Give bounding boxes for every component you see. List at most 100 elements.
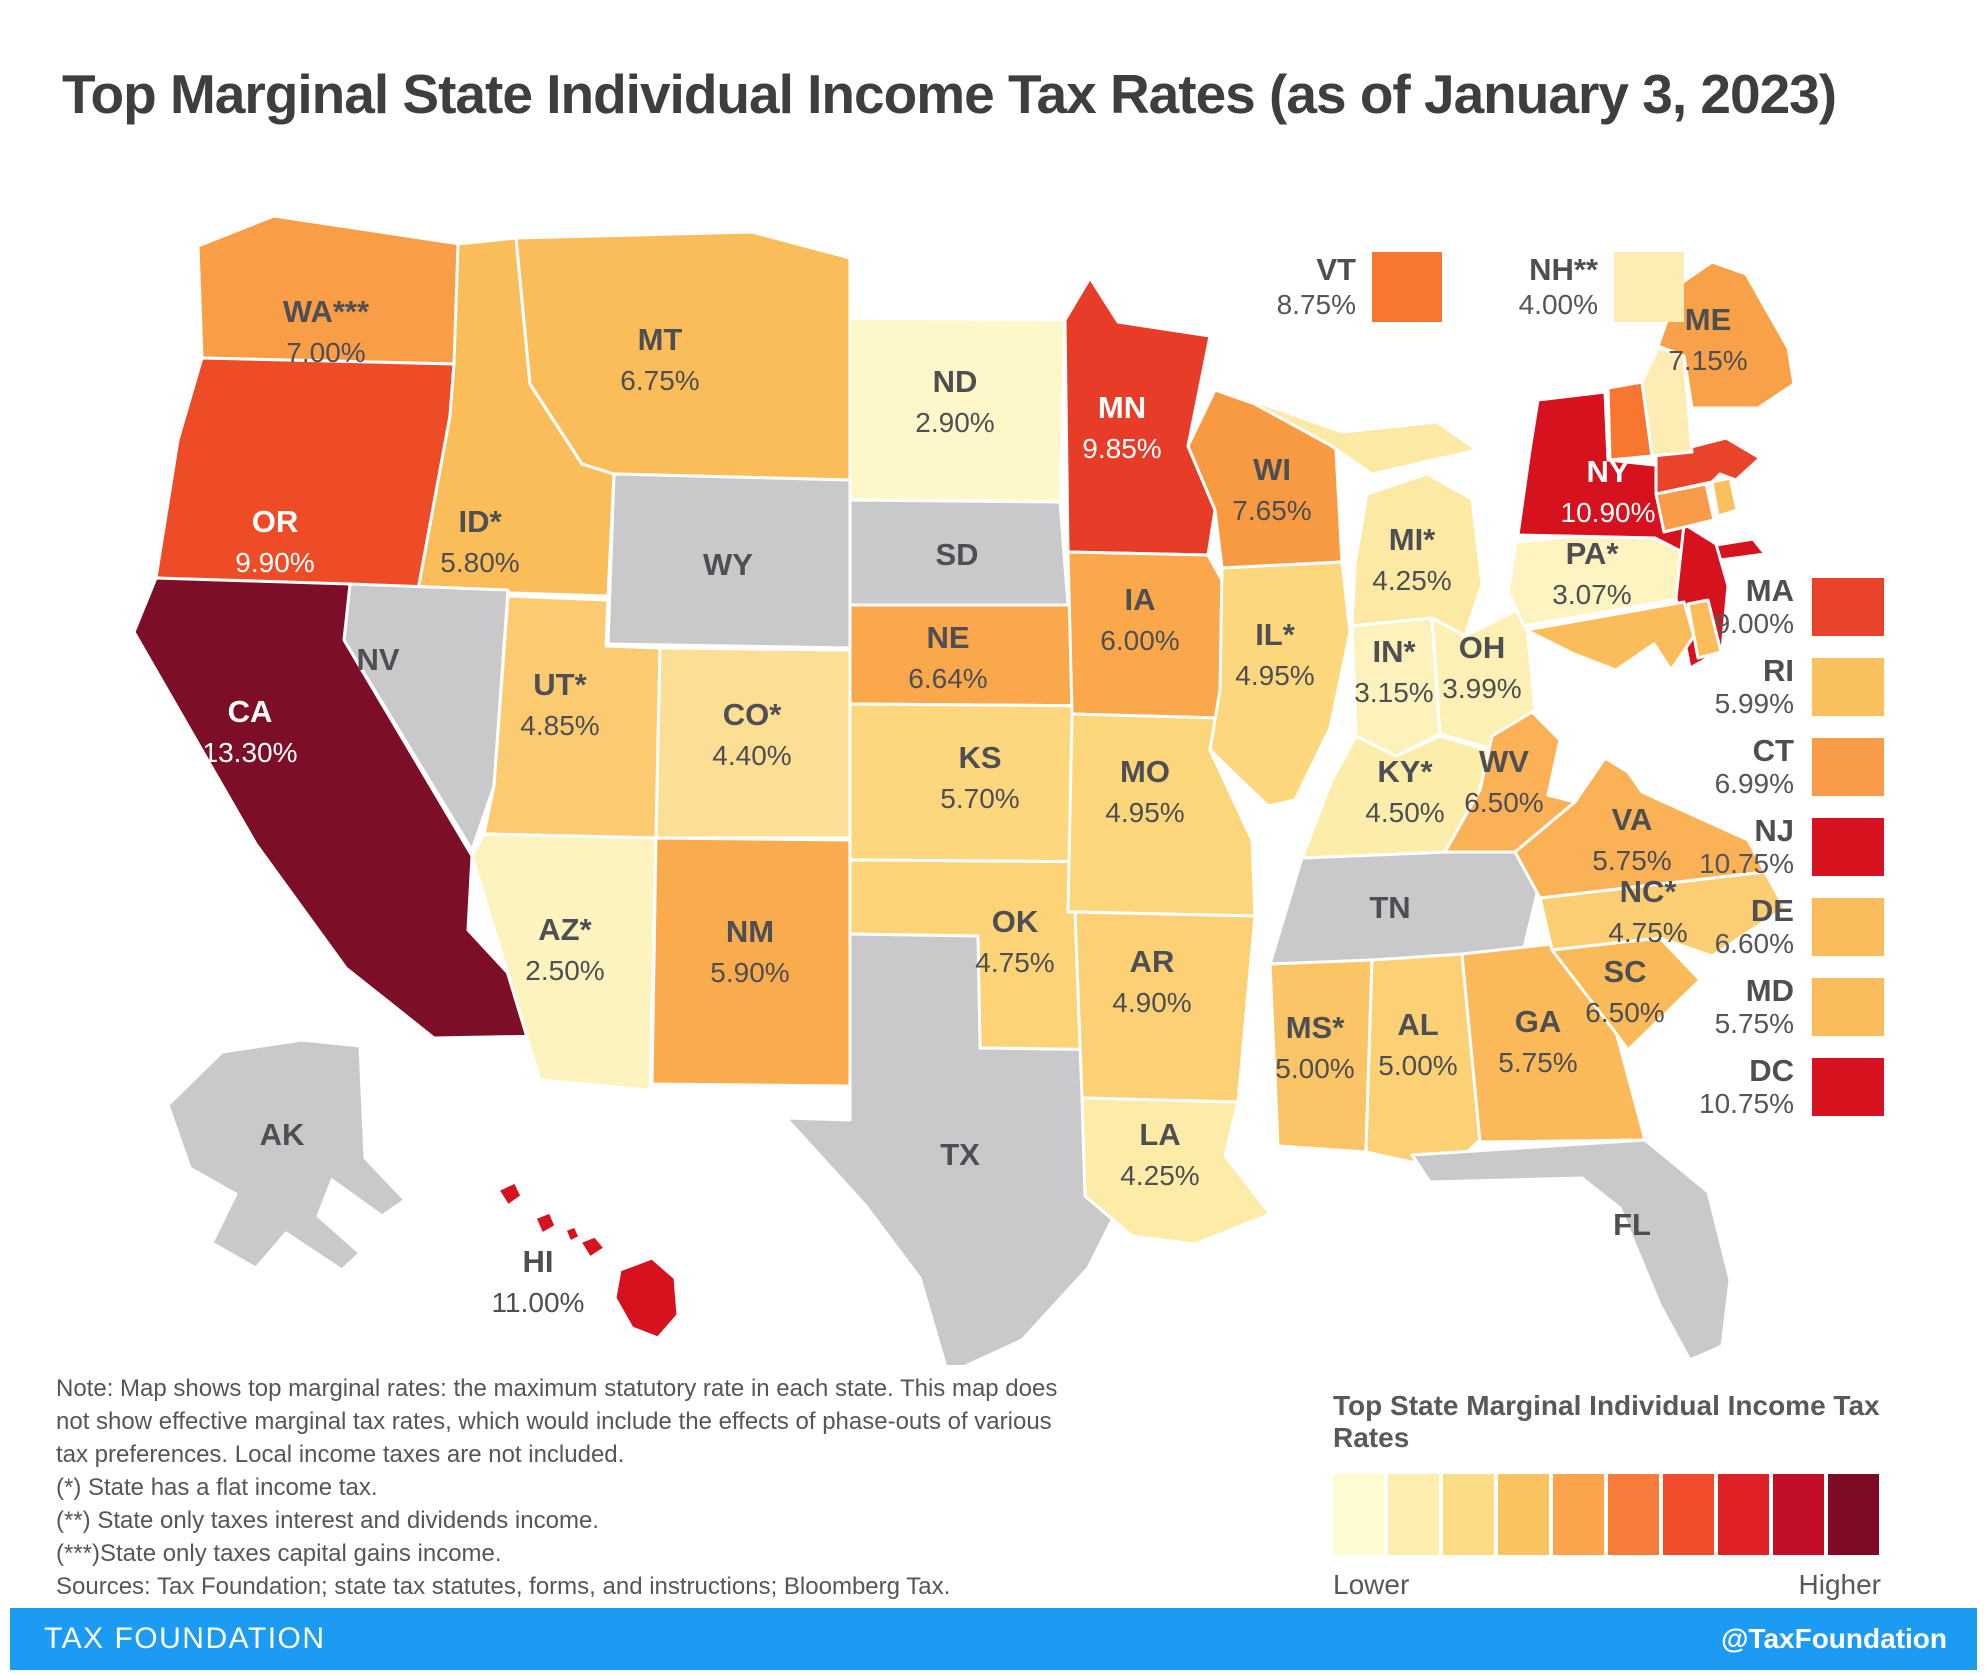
legend-nj-rate: 10.75% xyxy=(1699,848,1794,879)
state-tx xyxy=(784,932,1130,1365)
map-label-ms: MS* xyxy=(1286,1010,1346,1045)
map-label-hi: HI xyxy=(523,1244,554,1279)
map-label-ks: KS xyxy=(958,740,1001,775)
us-choropleth-map: WA*** 7.00% OR 9.90% CA 13.30% NV ID* 5.80% MT 6.7… xyxy=(60,150,1840,1365)
map-label-tn: TN xyxy=(1369,890,1410,925)
state-la xyxy=(1080,1096,1272,1246)
callout-legend-vt: VT 8.75% xyxy=(1236,252,1442,322)
map-rate-ne: 6.64% xyxy=(908,663,987,694)
map-label-nm: NM xyxy=(726,914,774,949)
callout-nh-swatch xyxy=(1614,252,1684,322)
legend-dc-abbr: DC xyxy=(1749,1053,1794,1088)
map-label-nd: ND xyxy=(933,364,978,399)
callout-legend-nh: NH** 4.00% xyxy=(1478,252,1684,322)
map-label-in: IN* xyxy=(1372,634,1416,669)
map-label-wv: WV xyxy=(1479,744,1529,779)
map-label-la: LA xyxy=(1139,1117,1180,1152)
legend-item-ri: RI 5.99% xyxy=(1676,654,1884,720)
map-rate-ia: 6.00% xyxy=(1100,625,1179,656)
map-rate-hi: 11.00% xyxy=(492,1287,585,1318)
color-scale-legend: Top State Marginal Individual Income Tax… xyxy=(1333,1390,1881,1601)
map-label-va: VA xyxy=(1612,802,1653,837)
callout-vt-abbr: VT xyxy=(1316,252,1356,287)
side-legend: MA 9.00% RI 5.99% CT 6.99% NJ 10.75% DE 6.60%… xyxy=(1676,574,1884,1120)
map-rate-me: 7.15% xyxy=(1668,345,1747,376)
map-rate-nm: 5.90% xyxy=(710,957,789,988)
callout-nh-abbr: NH** xyxy=(1529,252,1598,287)
map-label-ut: UT* xyxy=(533,667,587,702)
legend-item-dc: DC 10.75% xyxy=(1676,1054,1884,1120)
map-label-or: OR xyxy=(252,504,299,539)
map-rate-al: 5.00% xyxy=(1378,1050,1457,1081)
state-nh xyxy=(1640,346,1694,458)
map-rate-ky: 4.50% xyxy=(1365,797,1444,828)
twitter-handle: @TaxFoundation xyxy=(1721,1623,1947,1654)
state-fl xyxy=(1410,1138,1732,1362)
scale-swatch xyxy=(1663,1474,1714,1555)
map-rate-pa: 3.07% xyxy=(1552,579,1631,610)
legend-nj-swatch xyxy=(1812,818,1884,876)
map-label-me: ME xyxy=(1685,302,1732,337)
map-rate-va: 5.75% xyxy=(1592,845,1671,876)
scale-swatch xyxy=(1443,1474,1494,1555)
legend-ri-abbr: RI xyxy=(1763,653,1794,688)
callout-vt-rate: 8.75% xyxy=(1276,289,1356,320)
map-label-ne: NE xyxy=(926,620,969,655)
state-ga xyxy=(1460,942,1647,1144)
map-rate-ar: 4.90% xyxy=(1112,987,1191,1018)
scale-swatch xyxy=(1388,1474,1439,1555)
brand-logo: TAX FOUNDATION xyxy=(44,1622,326,1655)
map-label-ok: OK xyxy=(992,904,1039,939)
map-rate-nc: 4.75% xyxy=(1608,917,1687,948)
state-az xyxy=(470,832,658,1092)
state-oh xyxy=(1430,604,1537,754)
map-rate-mi: 4.25% xyxy=(1372,565,1451,596)
map-rate-or: 9.90% xyxy=(235,547,314,578)
map-label-wy: WY xyxy=(703,547,753,582)
map-label-ny: NY xyxy=(1586,454,1629,489)
map-label-ca: CA xyxy=(228,694,273,729)
map-label-ga: GA xyxy=(1515,1004,1562,1039)
legend-ma-rate: 9.00% xyxy=(1714,608,1794,639)
map-rate-ut: 4.85% xyxy=(520,710,599,741)
legend-ct-abbr: CT xyxy=(1752,733,1794,768)
map-rate-sc: 6.50% xyxy=(1585,997,1664,1028)
scale-swatch xyxy=(1718,1474,1769,1555)
state-me xyxy=(1656,260,1796,410)
map-label-fl: FL xyxy=(1613,1207,1651,1242)
callout-vt-swatch xyxy=(1372,252,1442,322)
legend-item-ma: MA 9.00% xyxy=(1676,574,1884,640)
legend-item-md: MD 5.75% xyxy=(1676,974,1884,1040)
map-label-mn: MN xyxy=(1098,390,1146,425)
map-label-mt: MT xyxy=(638,322,683,357)
legend-md-abbr: MD xyxy=(1745,973,1794,1008)
map-rate-az: 2.50% xyxy=(525,955,604,986)
state-md xyxy=(1524,600,1696,672)
legend-ma-swatch xyxy=(1812,578,1884,636)
map-rate-ks: 5.70% xyxy=(940,783,1019,814)
map-label-wa: WA*** xyxy=(283,294,370,329)
legend-item-de: DE 6.60% xyxy=(1676,894,1884,960)
map-rate-mo: 4.95% xyxy=(1105,797,1184,828)
map-label-oh: OH xyxy=(1459,630,1506,665)
map-rate-wa: 7.00% xyxy=(286,337,365,368)
map-label-ar: AR xyxy=(1130,944,1175,979)
map-label-ak: AK xyxy=(260,1117,305,1152)
state-mi-upper xyxy=(1238,394,1479,476)
scale-swatch xyxy=(1608,1474,1659,1555)
scale-swatch-row xyxy=(1333,1474,1881,1555)
legend-item-ct: CT 6.99% xyxy=(1676,734,1884,800)
map-rate-id: 5.80% xyxy=(440,547,519,578)
map-label-co: CO* xyxy=(723,697,783,732)
map-rate-ca: 13.30% xyxy=(203,737,298,768)
map-label-il: IL* xyxy=(1255,617,1296,652)
legend-nj-abbr: NJ xyxy=(1754,813,1794,848)
map-rate-il: 4.95% xyxy=(1235,660,1314,691)
map-label-mi: MI* xyxy=(1389,522,1436,557)
legend-md-swatch xyxy=(1812,978,1884,1036)
legend-ct-swatch xyxy=(1812,738,1884,796)
scale-swatch xyxy=(1333,1474,1384,1555)
scale-legend-title: Top State Marginal Individual Income Tax… xyxy=(1333,1390,1880,1453)
map-label-nv: NV xyxy=(356,642,399,677)
scale-swatch xyxy=(1498,1474,1549,1555)
